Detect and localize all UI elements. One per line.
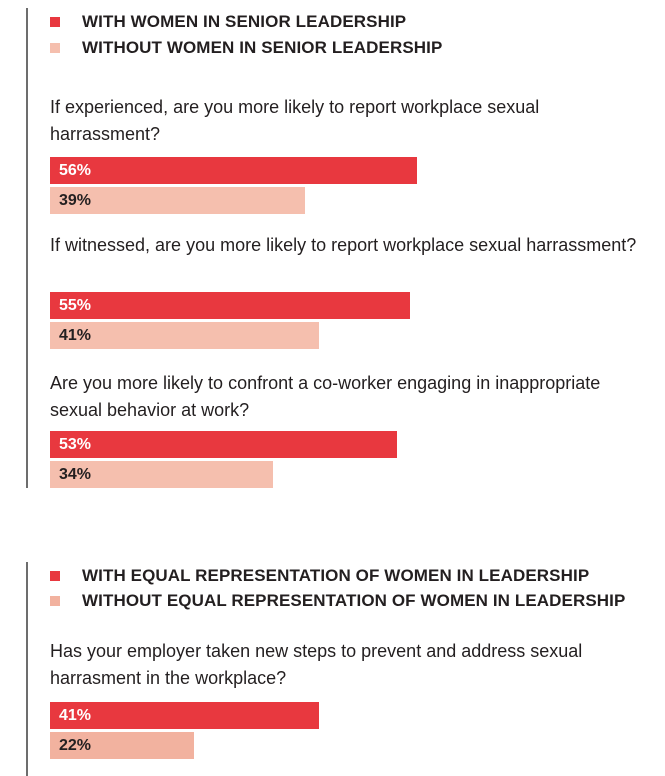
question-2: If witnessed, are you more likely to rep… <box>50 235 637 255</box>
question-4: Has your employer taken new steps to pre… <box>50 641 583 688</box>
bar-q3-without: 34% <box>50 461 273 488</box>
legend-swatch-with-equal <box>50 571 60 581</box>
chart-2-legend-item-with: WITH EQUAL REPRESENTATION OF WOMEN IN LE… <box>50 564 589 588</box>
bar-q2-with: 55% <box>50 292 411 319</box>
bar-q1-with: 56% <box>50 157 417 184</box>
legend-label-with: WITH WOMEN IN SENIOR LEADERSHIP <box>82 12 407 31</box>
chart-2-vertical-rule <box>26 562 28 776</box>
legend-swatch-without <box>50 43 60 53</box>
chart-1-vertical-rule <box>26 8 28 488</box>
legend-label-without: WITHOUT WOMEN IN SENIOR LEADERSHIP <box>82 38 443 57</box>
legend-swatch-without-equal <box>50 596 60 606</box>
bar-q4-without: 22% <box>50 732 195 759</box>
bar-label-q4-with: 41% <box>59 707 92 724</box>
legend-label-with-equal: WITH EQUAL REPRESENTATION OF WOMEN IN LE… <box>82 566 590 585</box>
question-1: If experienced, are you more likely to r… <box>50 97 540 144</box>
chart-1-legend-item-with: WITH WOMEN IN SENIOR LEADERSHIP <box>50 10 406 34</box>
question-3: Are you more likely to confront a co-wor… <box>50 373 601 420</box>
bar-label-q2-with: 55% <box>59 297 92 314</box>
legend-swatch-with <box>50 17 60 27</box>
bar-label-q4-without: 22% <box>59 737 92 754</box>
chart-1-legend-item-without: WITHOUT WOMEN IN SENIOR LEADERSHIP <box>50 36 442 60</box>
bar-label-q1-with: 56% <box>59 162 92 179</box>
legend-label-without-equal: WITHOUT EQUAL REPRESENTATION OF WOMEN IN… <box>82 591 626 610</box>
chart-2-legend-item-without: WITHOUT EQUAL REPRESENTATION OF WOMEN IN… <box>50 589 625 613</box>
bar-label-q3-without: 34% <box>59 466 92 483</box>
bar-label-q2-without: 41% <box>59 327 92 344</box>
bar-q3-with: 53% <box>50 431 398 458</box>
bar-label-q1-without: 39% <box>59 192 92 209</box>
bar-q1-without: 39% <box>50 187 306 214</box>
bar-q4-with: 41% <box>50 702 319 729</box>
bar-label-q3-with: 53% <box>59 436 92 453</box>
bar-q2-without: 41% <box>50 322 319 349</box>
